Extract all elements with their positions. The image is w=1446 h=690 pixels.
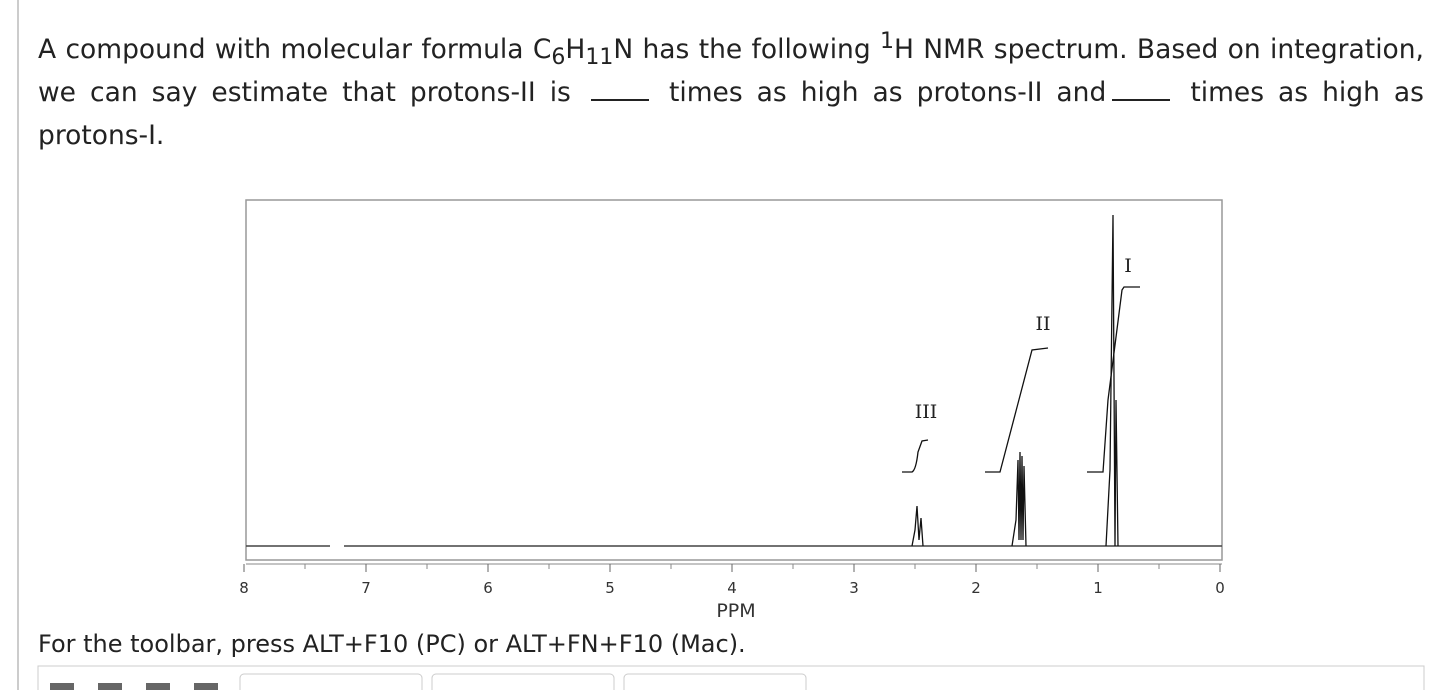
text: H NMR spectrum. Based on integration, we… — [38, 34, 1424, 108]
tick-label: 2 — [971, 579, 981, 597]
tick-label: 0 — [1215, 579, 1225, 597]
peak-i — [1105, 214, 1119, 547]
subscript: 6 — [551, 45, 566, 70]
peak-label: I — [1124, 255, 1132, 277]
peaks — [902, 214, 1140, 547]
toolbar-hint: For the toolbar, press ALT+F10 (PC) or A… — [38, 630, 746, 658]
peak-iii — [911, 505, 924, 547]
integral-iii — [902, 439, 929, 473]
tick-label: 1 — [1093, 579, 1103, 597]
text: N has the following — [613, 34, 881, 65]
x-ticks: 8 7 6 5 4 3 2 1 0 — [239, 564, 1225, 597]
tick-label: 6 — [483, 579, 493, 597]
integral-ii — [985, 347, 1049, 473]
subscript: 11 — [585, 45, 614, 70]
integral-i — [1087, 286, 1140, 473]
text: times as high as protons-II and — [668, 77, 1107, 108]
tick-label: 4 — [727, 579, 737, 597]
answer-blank[interactable] — [1112, 77, 1171, 101]
peak-label: II — [1035, 313, 1050, 335]
peak-ii — [1011, 451, 1027, 547]
answer-blank[interactable] — [590, 77, 649, 101]
spectrum-frame — [245, 199, 1223, 561]
text: H — [565, 34, 586, 65]
toolbar-dropdown[interactable] — [623, 673, 807, 690]
question-text: A compound with molecular formula C6H11N… — [38, 28, 1424, 157]
toolbar-button[interactable] — [50, 683, 74, 690]
peak-label: III — [915, 401, 938, 423]
x-axis-label: PPM — [716, 600, 755, 622]
text: times as high as protons-I. — [38, 77, 1424, 151]
toolbar-button[interactable] — [146, 683, 170, 690]
tick-label: 8 — [239, 579, 249, 597]
toolbar-button[interactable] — [194, 683, 218, 690]
superscript: 1 — [880, 29, 895, 54]
toolbar-button[interactable] — [98, 683, 122, 690]
editor-toolbar — [37, 665, 1425, 690]
tick-label: 7 — [361, 579, 371, 597]
tick-label: 3 — [849, 579, 859, 597]
toolbar-dropdown[interactable] — [239, 673, 423, 690]
toolbar-dropdown[interactable] — [431, 673, 615, 690]
text: A compound with molecular formula C — [38, 34, 552, 65]
tick-label: 5 — [605, 579, 615, 597]
